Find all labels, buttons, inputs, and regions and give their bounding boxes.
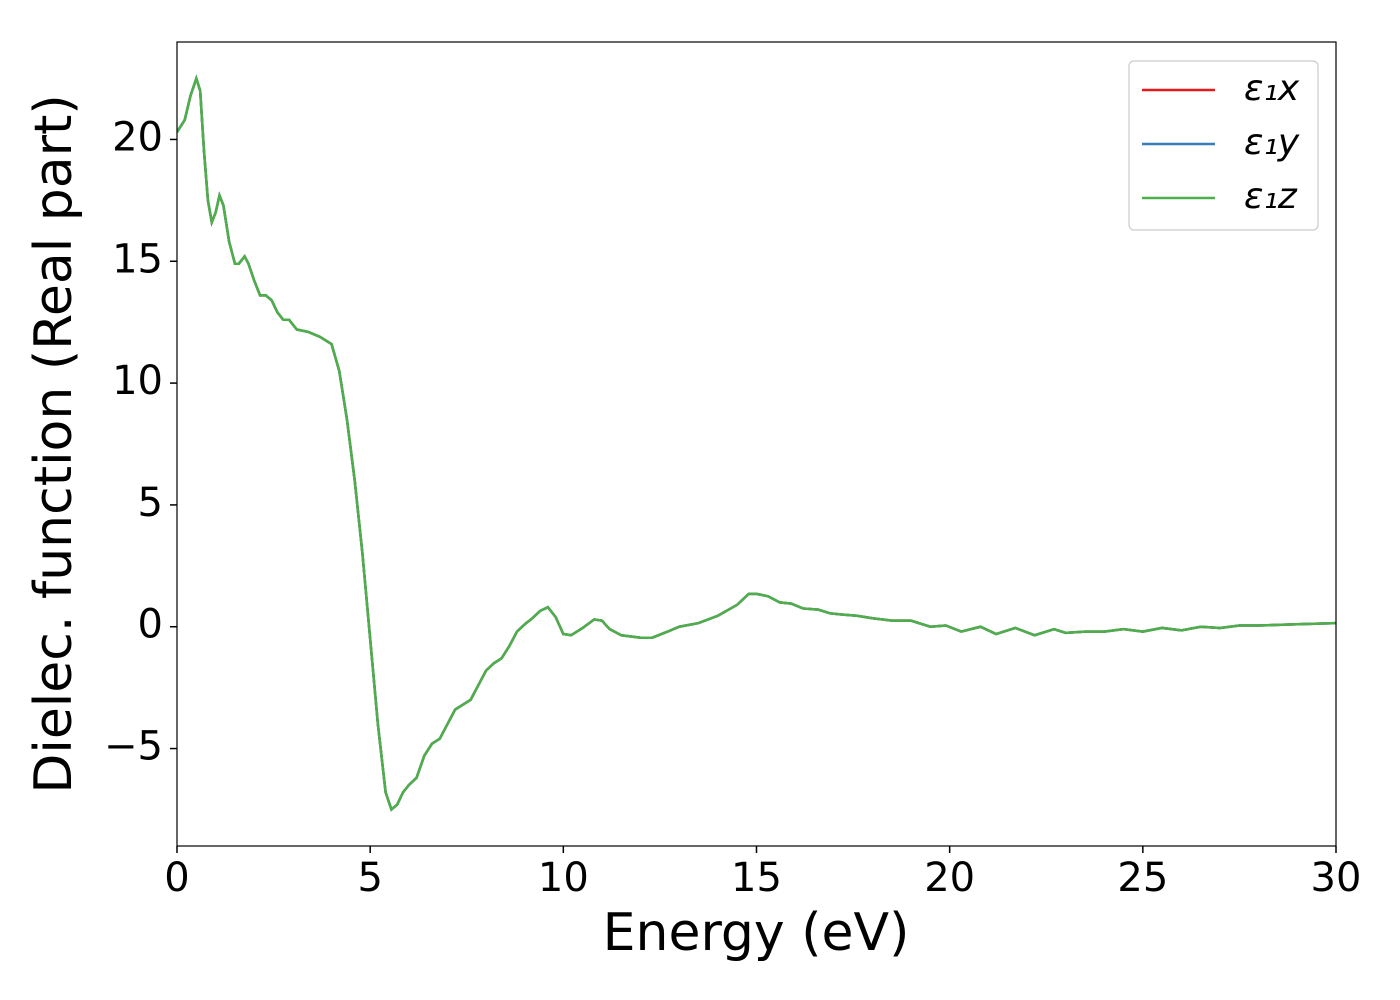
x-tick-label: 25	[1117, 855, 1168, 901]
x-tick-label: 10	[538, 855, 589, 901]
y-tick-label: 0	[138, 602, 163, 648]
x-tick-label: 30	[1311, 855, 1362, 901]
y-tick-label: 10	[112, 358, 163, 404]
legend-label: ε₁z	[1244, 176, 1298, 217]
legend-label: ε₁y	[1244, 122, 1300, 163]
x-axis-label: Energy (eV)	[603, 903, 910, 963]
x-tick-label: 0	[164, 855, 189, 901]
y-tick-label: −5	[104, 724, 163, 770]
legend-box	[1128, 60, 1319, 231]
plot-frame	[176, 41, 1337, 847]
y-tick-label: 5	[138, 480, 163, 526]
data-line	[177, 74, 1336, 812]
x-tick-label: 5	[357, 855, 382, 901]
y-axis-label: Dielec. function (Real part)	[24, 94, 84, 793]
y-tick-label: 20	[112, 114, 163, 160]
y-tick-label: 15	[112, 236, 163, 282]
x-tick-label: 15	[731, 855, 782, 901]
x-tick-label: 20	[924, 855, 975, 901]
legend-label: ε₁x	[1244, 68, 1300, 109]
